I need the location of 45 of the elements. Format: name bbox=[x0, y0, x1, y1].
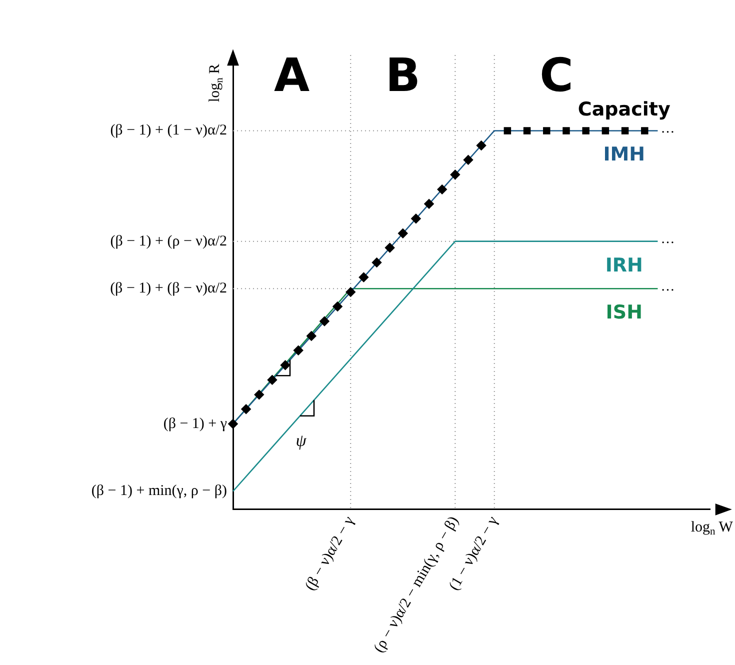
series-label: Capacity bbox=[578, 98, 671, 121]
point bbox=[228, 418, 238, 429]
point bbox=[411, 214, 421, 224]
point bbox=[384, 242, 395, 253]
point bbox=[254, 390, 264, 400]
text: B bbox=[385, 48, 420, 102]
point bbox=[437, 184, 447, 194]
point bbox=[641, 127, 648, 134]
point bbox=[346, 287, 356, 297]
point bbox=[293, 346, 304, 356]
annotation: ψ bbox=[296, 431, 307, 450]
point bbox=[332, 302, 342, 312]
point bbox=[372, 258, 382, 268]
point bbox=[476, 140, 486, 150]
text: (β − 1) + γ bbox=[163, 416, 228, 432]
point bbox=[280, 360, 290, 370]
annotation: … bbox=[660, 121, 675, 136]
point bbox=[582, 127, 590, 134]
point bbox=[306, 331, 316, 341]
text: C bbox=[540, 48, 574, 102]
point bbox=[241, 404, 251, 414]
text: (β − 1) + min(γ, ρ − β) bbox=[91, 483, 227, 500]
point bbox=[398, 228, 408, 238]
point bbox=[562, 127, 570, 134]
point bbox=[320, 316, 330, 326]
y-axis-title: logn R bbox=[206, 64, 226, 102]
point bbox=[424, 198, 434, 209]
series-label: IRH bbox=[605, 254, 643, 276]
point bbox=[523, 127, 531, 134]
annotation: … bbox=[660, 232, 675, 247]
text: (β − 1) + (ρ − ν)α/2 bbox=[110, 233, 227, 250]
point bbox=[602, 127, 610, 134]
text: (β − 1) + (β − ν)α/2 bbox=[110, 280, 227, 297]
point bbox=[267, 375, 278, 385]
point bbox=[504, 127, 512, 134]
point bbox=[621, 127, 629, 134]
point bbox=[450, 170, 460, 180]
annotation: … bbox=[660, 279, 675, 294]
point bbox=[543, 127, 550, 134]
series-label: ISH bbox=[606, 302, 642, 324]
point bbox=[463, 155, 474, 165]
text: A bbox=[274, 48, 310, 102]
point bbox=[358, 272, 369, 282]
series-label: IMH bbox=[603, 144, 646, 166]
text: (β − 1) + (1 − ν)α/2 bbox=[110, 122, 227, 139]
